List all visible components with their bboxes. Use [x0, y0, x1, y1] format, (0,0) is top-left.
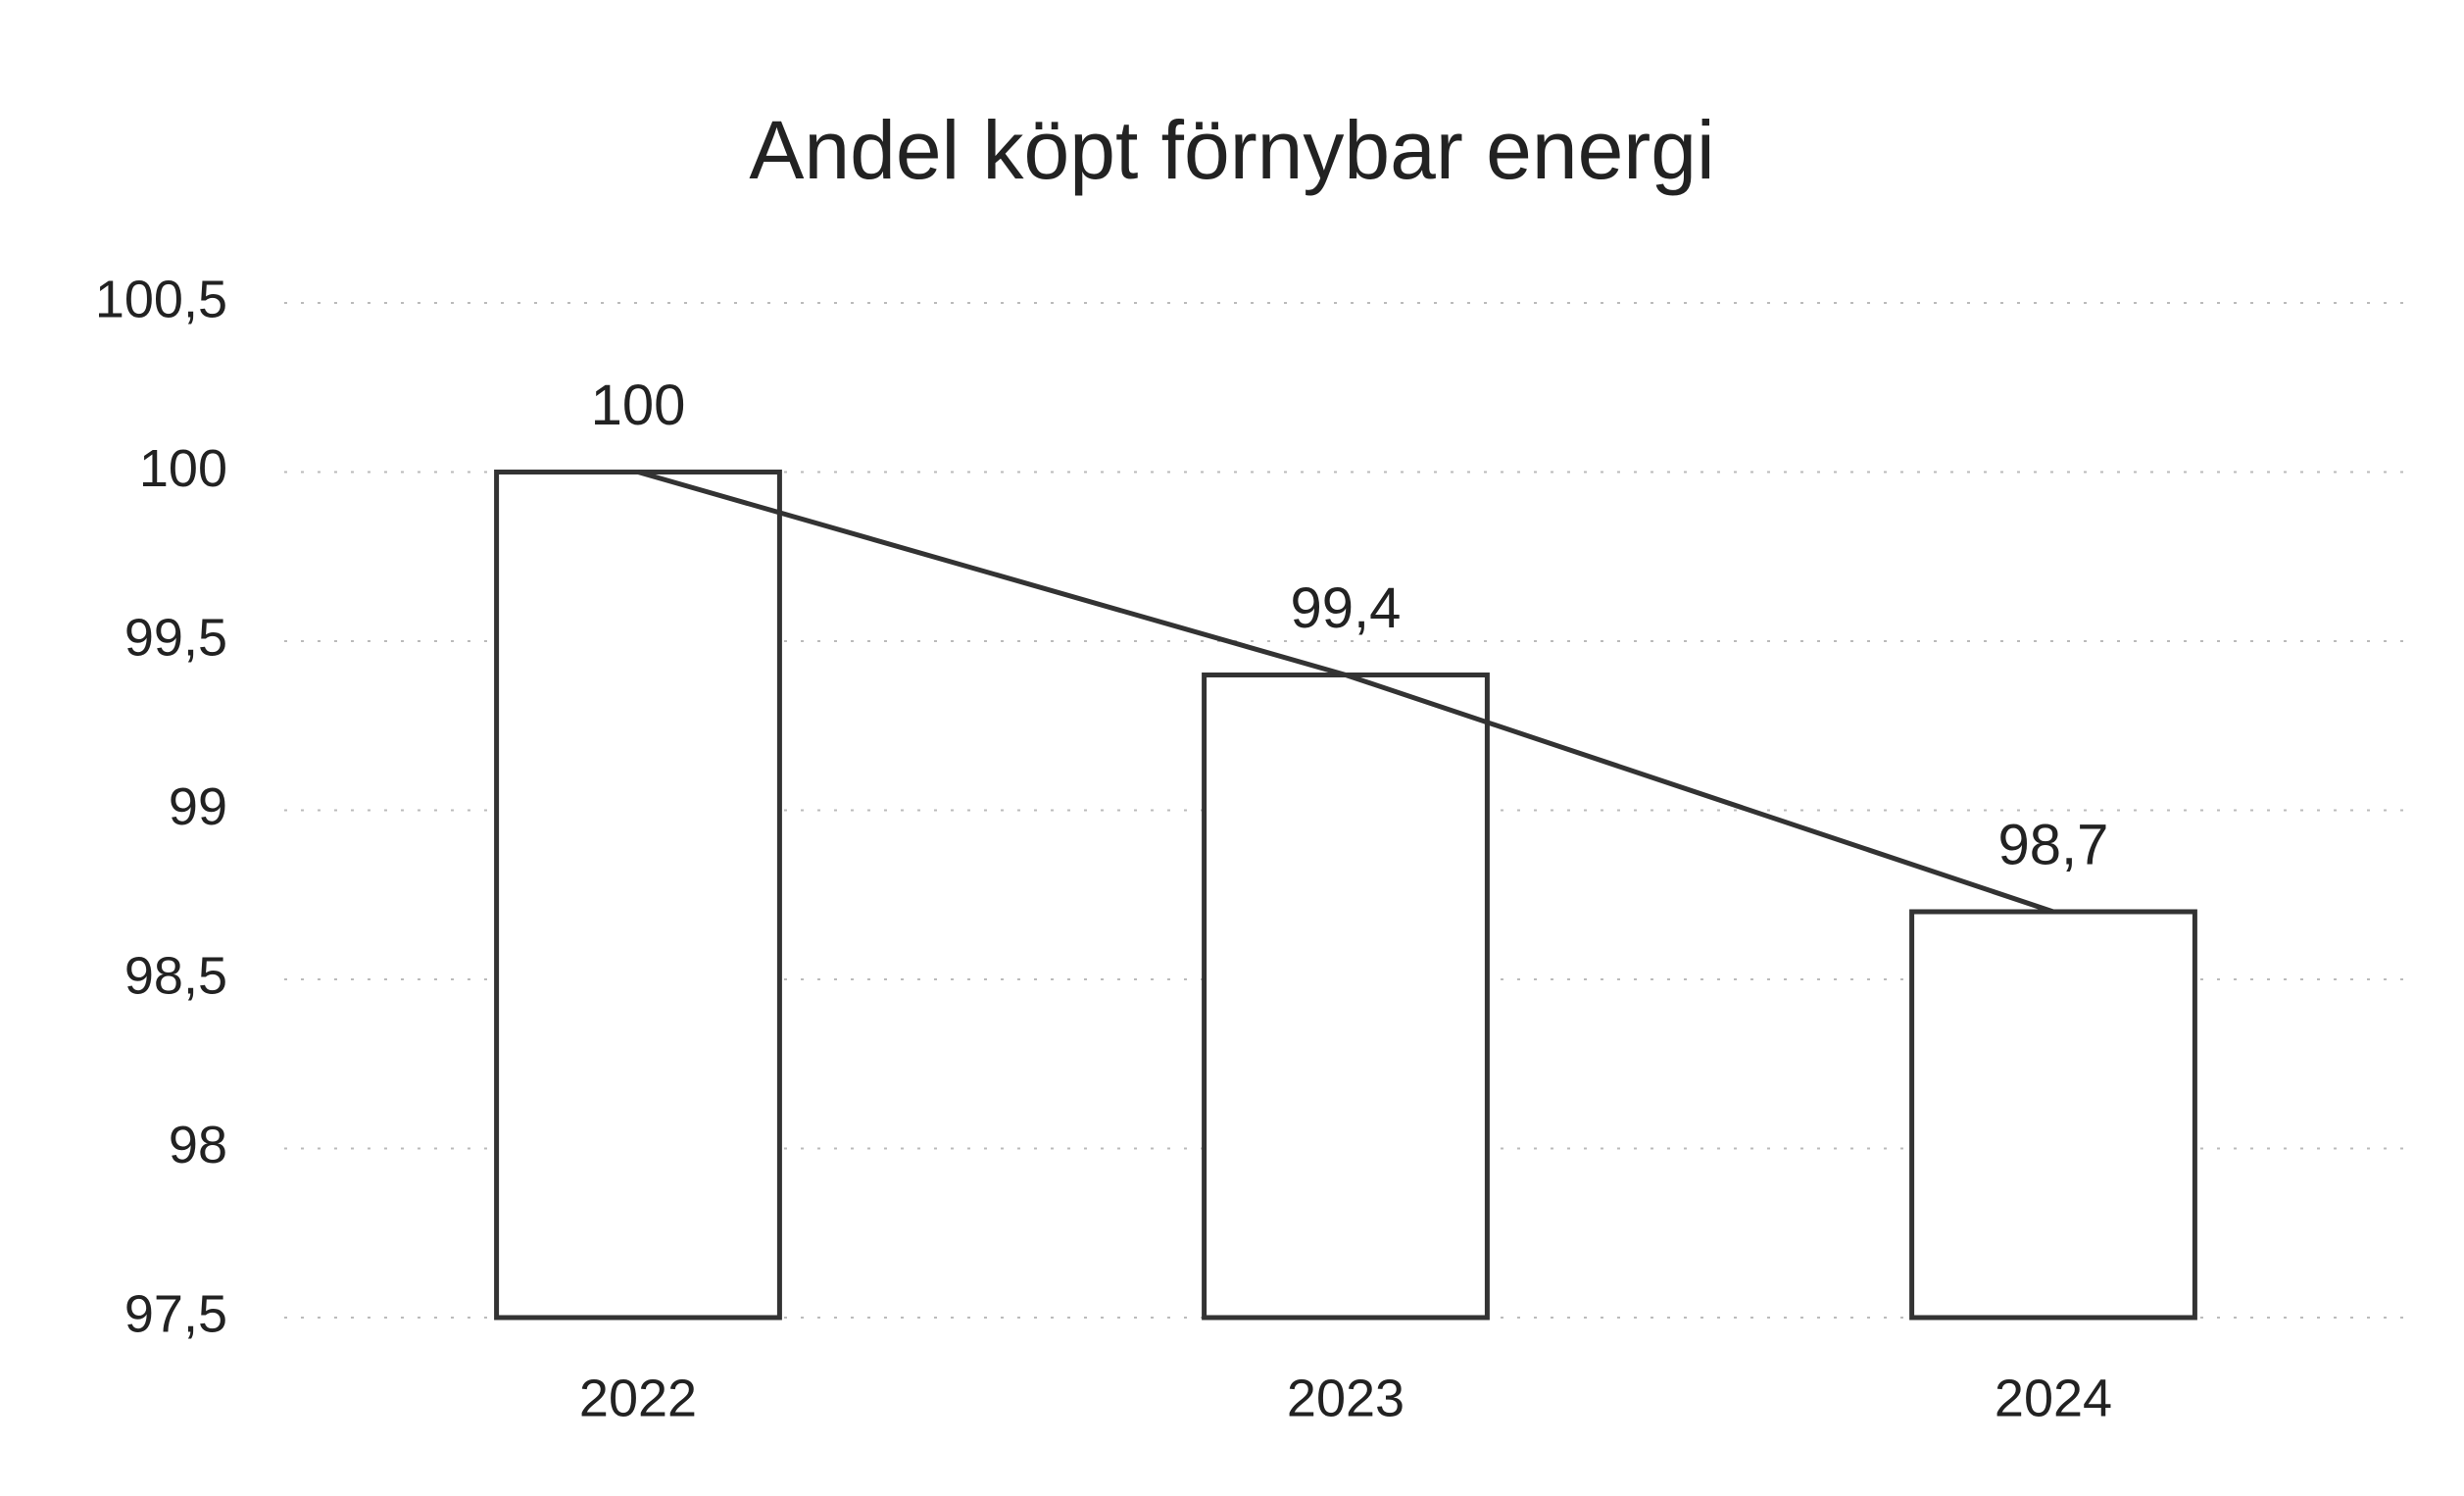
y-tick-label: 100,5: [95, 270, 227, 328]
bar: [1202, 673, 1490, 1321]
data-label: 99,4: [1291, 576, 1402, 640]
chart-title: Andel köpt förnybar energi: [749, 104, 1714, 196]
bar: [1909, 909, 2197, 1321]
x-tick-label: 2024: [1995, 1369, 2112, 1427]
bar: [494, 470, 782, 1321]
x-tick-label: 2022: [579, 1369, 697, 1427]
y-tick-label: 99,5: [124, 608, 227, 667]
y-tick-label: 98,5: [124, 946, 227, 1005]
y-tick-label: 98: [169, 1116, 227, 1174]
data-label: 100: [591, 374, 686, 437]
y-tick-label: 97,5: [124, 1284, 227, 1343]
x-tick-label: 2023: [1287, 1369, 1404, 1427]
line: [637, 470, 2054, 915]
y-tick-label: 100: [139, 439, 227, 498]
data-label: 98,7: [1998, 813, 2109, 876]
y-tick-label: 99: [169, 777, 227, 836]
